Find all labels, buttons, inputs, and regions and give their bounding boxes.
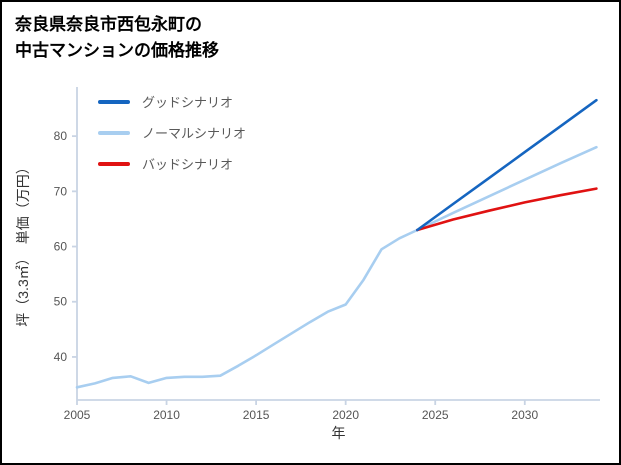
svg-text:2010: 2010	[153, 408, 180, 422]
legend-label-normal-scenario: ノーマルシナリオ	[142, 126, 247, 141]
svg-text:2015: 2015	[243, 408, 270, 422]
series-line-bad-scenario	[415, 187, 598, 232]
legend-swatch-bad-scenario	[98, 161, 130, 166]
svg-text:2005: 2005	[64, 408, 91, 422]
chart-title-line2: 中古マンションの価格推移	[15, 40, 219, 60]
svg-text:80: 80	[54, 129, 68, 143]
legend-label-good-scenario: グッドシナリオ	[142, 95, 234, 110]
legend-item-good-scenario: グッドシナリオ	[98, 91, 246, 112]
series-line-good-scenario	[415, 98, 598, 232]
legend-swatch-normal-scenario	[98, 130, 130, 135]
series-line-normal-scenario	[75, 145, 598, 389]
svg-text:2025: 2025	[422, 408, 449, 422]
legend-label-bad-scenario: バッドシナリオ	[142, 157, 234, 172]
chart-title-line1: 奈良県奈良市西包永町の	[15, 15, 202, 34]
svg-text:60: 60	[54, 240, 68, 254]
chart-legend: グッドシナリオ ノーマルシナリオ バッドシナリオ	[98, 91, 246, 174]
svg-text:2020: 2020	[332, 408, 359, 422]
legend-swatch-good-scenario	[98, 99, 130, 104]
legend-item-bad-scenario: バッドシナリオ	[98, 153, 246, 174]
legend-item-normal-scenario: ノーマルシナリオ	[98, 122, 246, 143]
svg-text:70: 70	[54, 184, 68, 198]
x-axis-ticks: 2005 2010 2015 2020 2025 2030	[64, 400, 538, 422]
y-axis-label: 坪（3.3㎡） 単価（万円）	[15, 160, 31, 326]
svg-text:40: 40	[54, 350, 68, 364]
x-axis-label: 年	[332, 425, 346, 441]
svg-text:50: 50	[54, 295, 68, 309]
y-axis-ticks: 40 50 60 70 80	[54, 129, 77, 364]
svg-text:2030: 2030	[511, 408, 538, 422]
chart-title: 奈良県奈良市西包永町の 中古マンションの価格推移	[15, 12, 219, 63]
axes	[76, 87, 600, 401]
